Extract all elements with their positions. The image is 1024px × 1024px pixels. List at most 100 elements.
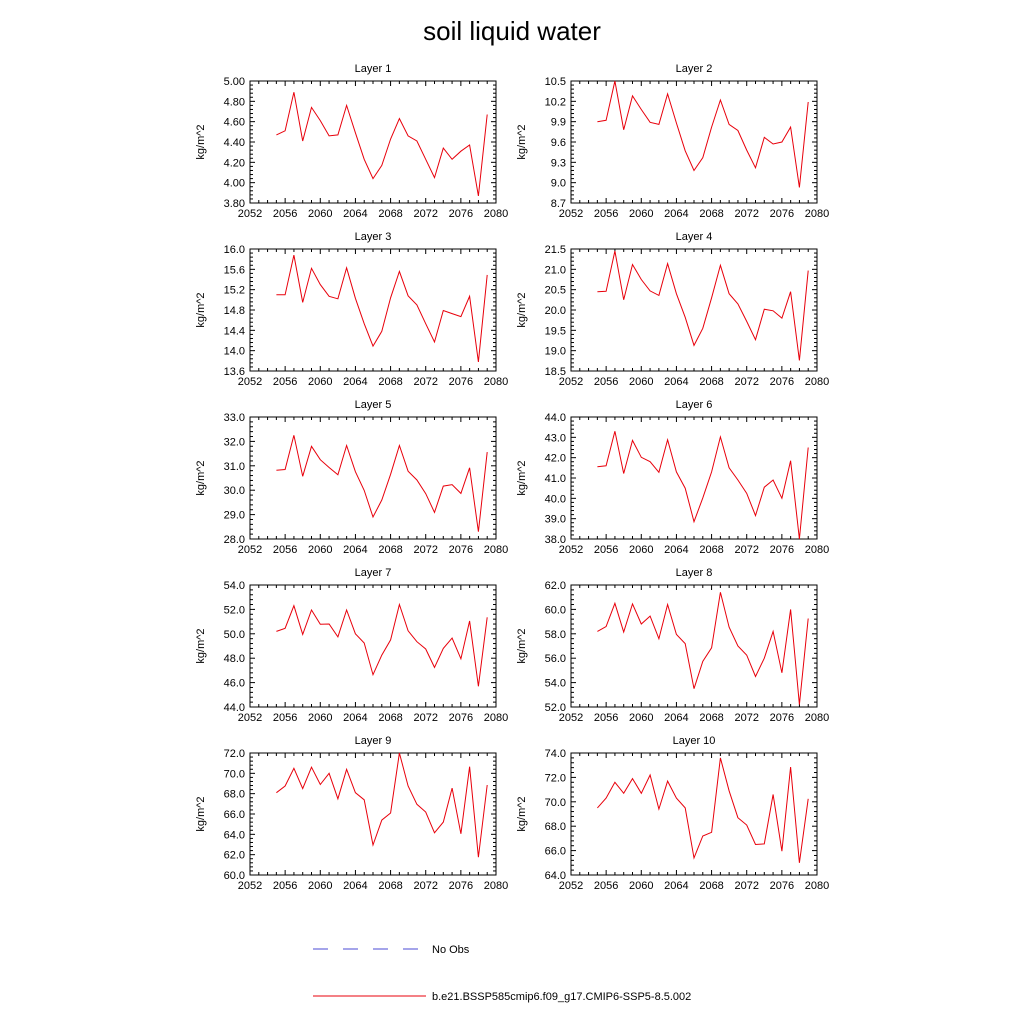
panel-layer-4: Layer 4 2052 2056 2060 2064 2068 2072 2076 2080 1… <box>516 231 829 388</box>
x-tick-label: 2060 <box>629 208 653 220</box>
x-tick-label: 2052 <box>238 880 262 892</box>
plot-frame <box>249 248 497 372</box>
panel-title: Layer 8 <box>676 567 713 579</box>
x-tick-label: 2052 <box>559 712 583 724</box>
x-tick-label: 2068 <box>699 880 723 892</box>
panel-title: Layer 9 <box>355 735 392 747</box>
plot-frame <box>570 248 818 372</box>
panel-layer-5: Layer 5 2052 2056 2060 2064 2068 2072 2076 2080 2… <box>195 399 508 556</box>
y-tick-label: 8.7 <box>551 198 566 210</box>
y-axis-label: kg/m^2 <box>516 292 528 327</box>
x-tick-label: 2064 <box>343 208 367 220</box>
x-tick-label: 2052 <box>238 712 262 724</box>
y-tick-label: 43.0 <box>545 432 566 444</box>
y-tick-label: 60.0 <box>545 604 566 616</box>
x-tick-label: 2076 <box>449 544 473 556</box>
y-tick-label: 46.0 <box>224 678 245 690</box>
series-line-1 <box>597 592 809 705</box>
y-axis-label: kg/m^2 <box>516 796 528 831</box>
x-tick-label: 2052 <box>559 544 583 556</box>
x-tick-label: 2056 <box>273 208 297 220</box>
y-tick-label: 54.0 <box>224 580 245 592</box>
x-tick-label: 2060 <box>308 880 332 892</box>
y-tick-label: 56.0 <box>545 653 566 665</box>
panel-title: Layer 6 <box>676 399 713 411</box>
y-tick-label: 19.0 <box>545 346 566 358</box>
x-tick-label: 2056 <box>273 712 297 724</box>
x-tick-label: 2068 <box>378 208 402 220</box>
x-tick-label: 2072 <box>413 544 437 556</box>
x-tick-label: 2076 <box>449 880 473 892</box>
x-tick-label: 2080 <box>484 880 508 892</box>
x-tick-label: 2080 <box>484 376 508 388</box>
y-tick-label: 14.0 <box>224 346 245 358</box>
x-tick-label: 2068 <box>699 712 723 724</box>
y-tick-label: 16.0 <box>224 244 245 256</box>
x-tick-label: 2076 <box>770 376 794 388</box>
x-tick-label: 2076 <box>770 544 794 556</box>
x-tick-label: 2056 <box>594 376 618 388</box>
x-tick-label: 2068 <box>699 208 723 220</box>
y-tick-label: 64.0 <box>545 870 566 882</box>
x-tick-label: 2056 <box>594 880 618 892</box>
series-line-1 <box>276 254 488 362</box>
x-tick-label: 2052 <box>238 208 262 220</box>
y-tick-label: 44.0 <box>224 702 245 714</box>
x-tick-label: 2072 <box>734 880 758 892</box>
x-tick-label: 2080 <box>805 880 829 892</box>
y-tick-label: 48.0 <box>224 653 245 665</box>
x-tick-label: 2056 <box>594 712 618 724</box>
x-tick-label: 2052 <box>238 376 262 388</box>
series-line-1 <box>276 92 488 196</box>
y-tick-label: 18.5 <box>545 366 566 378</box>
y-tick-label: 68.0 <box>545 821 566 833</box>
x-tick-label: 2080 <box>805 208 829 220</box>
x-tick-label: 2068 <box>378 376 402 388</box>
panel-title: Layer 2 <box>676 63 713 75</box>
x-tick-label: 2056 <box>594 208 618 220</box>
x-tick-label: 2076 <box>770 880 794 892</box>
y-tick-label: 31.0 <box>224 461 245 473</box>
x-tick-label: 2072 <box>734 712 758 724</box>
y-tick-label: 74.0 <box>545 748 566 760</box>
plot-frame <box>249 584 497 708</box>
y-axis-label: kg/m^2 <box>516 124 528 159</box>
x-tick-label: 2076 <box>449 376 473 388</box>
x-tick-label: 2072 <box>734 208 758 220</box>
x-tick-label: 2072 <box>413 376 437 388</box>
legend: No Obs b.e21.BSSP585cmip6.f09_g17.CMIP6-… <box>313 944 691 1003</box>
x-tick-label: 2060 <box>308 712 332 724</box>
y-axis-label: kg/m^2 <box>516 460 528 495</box>
x-tick-label: 2064 <box>343 376 367 388</box>
y-tick-label: 20.5 <box>545 285 566 297</box>
y-tick-label: 52.0 <box>224 604 245 616</box>
panel-layer-2: Layer 2 2052 2056 2060 2064 2068 2072 2076 2080 8… <box>516 63 829 220</box>
panel-layer-10: Layer 10 2052 2056 2060 2064 2068 2072 2076 2080… <box>516 735 829 892</box>
y-tick-label: 50.0 <box>224 629 245 641</box>
y-tick-label: 72.0 <box>545 772 566 784</box>
y-tick-label: 15.2 <box>224 285 245 297</box>
y-tick-label: 72.0 <box>224 748 245 760</box>
y-tick-label: 41.0 <box>545 473 566 485</box>
y-axis-label: kg/m^2 <box>195 460 207 495</box>
y-tick-label: 68.0 <box>224 789 245 801</box>
y-tick-label: 21.5 <box>545 244 566 256</box>
panel-layer-1: Layer 1 2052 2056 2060 2064 2068 2072 2076 2080 3… <box>195 63 508 220</box>
x-tick-label: 2060 <box>629 880 653 892</box>
legend-label-obs: No Obs <box>432 944 470 956</box>
x-tick-label: 2060 <box>629 712 653 724</box>
y-tick-label: 60.0 <box>224 870 245 882</box>
panel-title: Layer 10 <box>673 735 716 747</box>
x-tick-label: 2052 <box>238 544 262 556</box>
y-tick-label: 33.0 <box>224 412 245 424</box>
y-tick-label: 70.0 <box>545 797 566 809</box>
y-tick-label: 5.00 <box>224 76 245 88</box>
y-tick-label: 44.0 <box>545 412 566 424</box>
y-axis-label: kg/m^2 <box>195 292 207 327</box>
panel-layer-7: Layer 7 2052 2056 2060 2064 2068 2072 2076 2080 4… <box>195 567 508 724</box>
y-tick-label: 4.00 <box>224 178 245 190</box>
panel-layer-8: Layer 8 2052 2056 2060 2064 2068 2072 2076 2080 5… <box>516 567 829 724</box>
y-axis-label: kg/m^2 <box>195 796 207 831</box>
x-tick-label: 2060 <box>308 376 332 388</box>
